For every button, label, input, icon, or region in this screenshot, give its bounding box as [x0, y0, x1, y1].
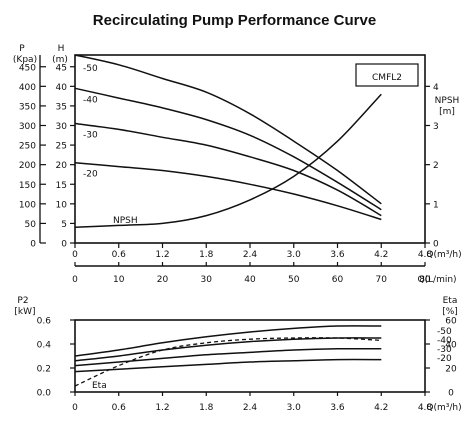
eta-tick-label: 20: [445, 365, 457, 375]
head-tick-label: 10: [56, 200, 68, 210]
power-tick-label: 0.0: [37, 389, 52, 399]
eta-tick-label: 0: [448, 389, 454, 399]
flow-lmin-tick-label: 10: [113, 275, 125, 285]
power-curve-label: -20: [437, 354, 452, 364]
head-tick-label: 25: [56, 142, 67, 152]
head-curve-50: [74, 54, 382, 205]
bottom-flow-axis-title: Q(m³/h): [426, 403, 461, 413]
flow-lmin-tick-label: 20: [157, 275, 169, 285]
head-tick-label: 20: [56, 161, 68, 171]
flow-m3h-tick-label: 0: [72, 250, 78, 260]
bottom-flow-tick-label: 1.2: [155, 403, 169, 413]
npsh-curve-label: NPSH: [113, 216, 138, 226]
flow-m3h-tick-label: 4.2: [374, 250, 388, 260]
pressure-tick-label: 450: [19, 63, 36, 73]
eta-axis-title: Eta: [443, 296, 458, 306]
flow-m3h-tick-label: 3.6: [330, 250, 345, 260]
power-axis-unit: [kW]: [14, 307, 35, 317]
npsh-axis-title: NPSH: [435, 96, 460, 106]
head-tick-label: 35: [56, 102, 67, 112]
head-tick-label: 45: [56, 63, 67, 73]
pressure-axis-title: P: [19, 44, 25, 54]
power-curve-50: [74, 325, 382, 357]
pressure-axis-unit: (Kpa): [13, 55, 37, 65]
pressure-tick-label: 250: [19, 142, 36, 152]
top-plot-frame: [74, 54, 426, 244]
eta-tick-label: 60: [445, 317, 457, 327]
head-curve-label: -40: [83, 95, 98, 105]
npsh-tick-label: 4: [433, 83, 439, 93]
head-curve-20: [74, 161, 382, 221]
head-curve-40: [74, 87, 382, 211]
bottom-plot-frame: [74, 319, 426, 393]
bottom-flow-tick-label: 3.6: [330, 403, 345, 413]
model-label: CMFL2: [372, 73, 402, 83]
pressure-tick-label: 0: [30, 240, 36, 250]
bottom-flow-tick-label: 1.8: [199, 403, 214, 413]
pressure-tick-label: 50: [25, 220, 37, 230]
flow-m3h-tick-label: 4.8: [418, 250, 433, 260]
power-axis-title: P2: [17, 296, 28, 306]
flow-m3h-axis-title: Q(m³/h): [426, 250, 461, 260]
bottom-flow-tick-label: 2.4: [243, 403, 258, 413]
head-tick-label: 0: [61, 240, 67, 250]
npsh-tick-label: 1: [433, 200, 439, 210]
flow-m3h-tick-label: 2.4: [243, 250, 258, 260]
head-axis-title: H: [58, 44, 65, 54]
npsh-tick-label: 2: [433, 161, 439, 171]
power-curve-30: [74, 347, 382, 367]
eta-axis-unit: [%]: [442, 307, 458, 317]
power-tick-label: 0.2: [37, 365, 51, 375]
head-tick-label: 40: [56, 83, 68, 93]
flow-lmin-tick-label: 30: [201, 275, 213, 285]
head-tick-label: 30: [56, 122, 68, 132]
flow-m3h-tick-label: 1.8: [199, 250, 214, 260]
flow-m3h-tick-label: 0.6: [112, 250, 127, 260]
bottom-flow-tick-label: 0: [72, 403, 78, 413]
flow-m3h-tick-label: 3.0: [287, 250, 302, 260]
flow-lmin-tick-label: 40: [244, 275, 256, 285]
flow-lmin-tick-label: 80: [419, 275, 431, 285]
pressure-tick-label: 300: [19, 122, 36, 132]
pressure-tick-label: 100: [19, 200, 36, 210]
flow-lmin-tick-label: 70: [376, 275, 388, 285]
bottom-flow-tick-label: 4.2: [374, 403, 388, 413]
head-tick-label: 5: [61, 220, 67, 230]
eta-curve-label: Eta: [92, 381, 107, 391]
power-curve-label: -30: [437, 345, 452, 355]
power-curve-label: -50: [437, 327, 452, 337]
flow-m3h-tick-label: 1.2: [155, 250, 169, 260]
pressure-tick-label: 350: [19, 102, 36, 112]
head-curve-30: [74, 122, 382, 217]
flow-lmin-tick-label: 50: [288, 275, 300, 285]
pressure-tick-label: 150: [19, 181, 36, 191]
eta-tick-label: 40: [445, 341, 457, 351]
bottom-flow-tick-label: 3.0: [287, 403, 302, 413]
head-curve-label: -50: [83, 64, 98, 74]
pressure-tick-label: 200: [19, 161, 36, 171]
flow-lmin-axis-title: Q(L/min): [417, 275, 456, 285]
bottom-flow-tick-label: 0.6: [112, 403, 127, 413]
npsh-tick-label: 3: [433, 122, 439, 132]
page-title: Recirculating Pump Performance Curve: [92, 12, 377, 29]
flow-lmin-tick-label: 0: [72, 275, 78, 285]
power-tick-label: 0.4: [37, 341, 52, 351]
bottom-flow-tick-label: 4.8: [418, 403, 433, 413]
eta-curve: [74, 337, 382, 387]
pressure-tick-label: 400: [19, 83, 36, 93]
head-curve-label: -30: [83, 131, 98, 141]
power-curve-label: -40: [437, 336, 452, 346]
npsh-curve: [74, 93, 382, 229]
power-curve-20: [74, 358, 382, 373]
npsh-tick-label: 0: [433, 240, 439, 250]
npsh-axis-unit: [m]: [439, 107, 455, 117]
flow-lmin-tick-label: 60: [332, 275, 344, 285]
head-tick-label: 15: [56, 181, 67, 191]
power-tick-label: 0.6: [37, 317, 52, 327]
head-curve-label: -20: [83, 170, 98, 180]
model-label-box: [355, 63, 419, 87]
head-axis-unit: (m): [52, 55, 68, 65]
